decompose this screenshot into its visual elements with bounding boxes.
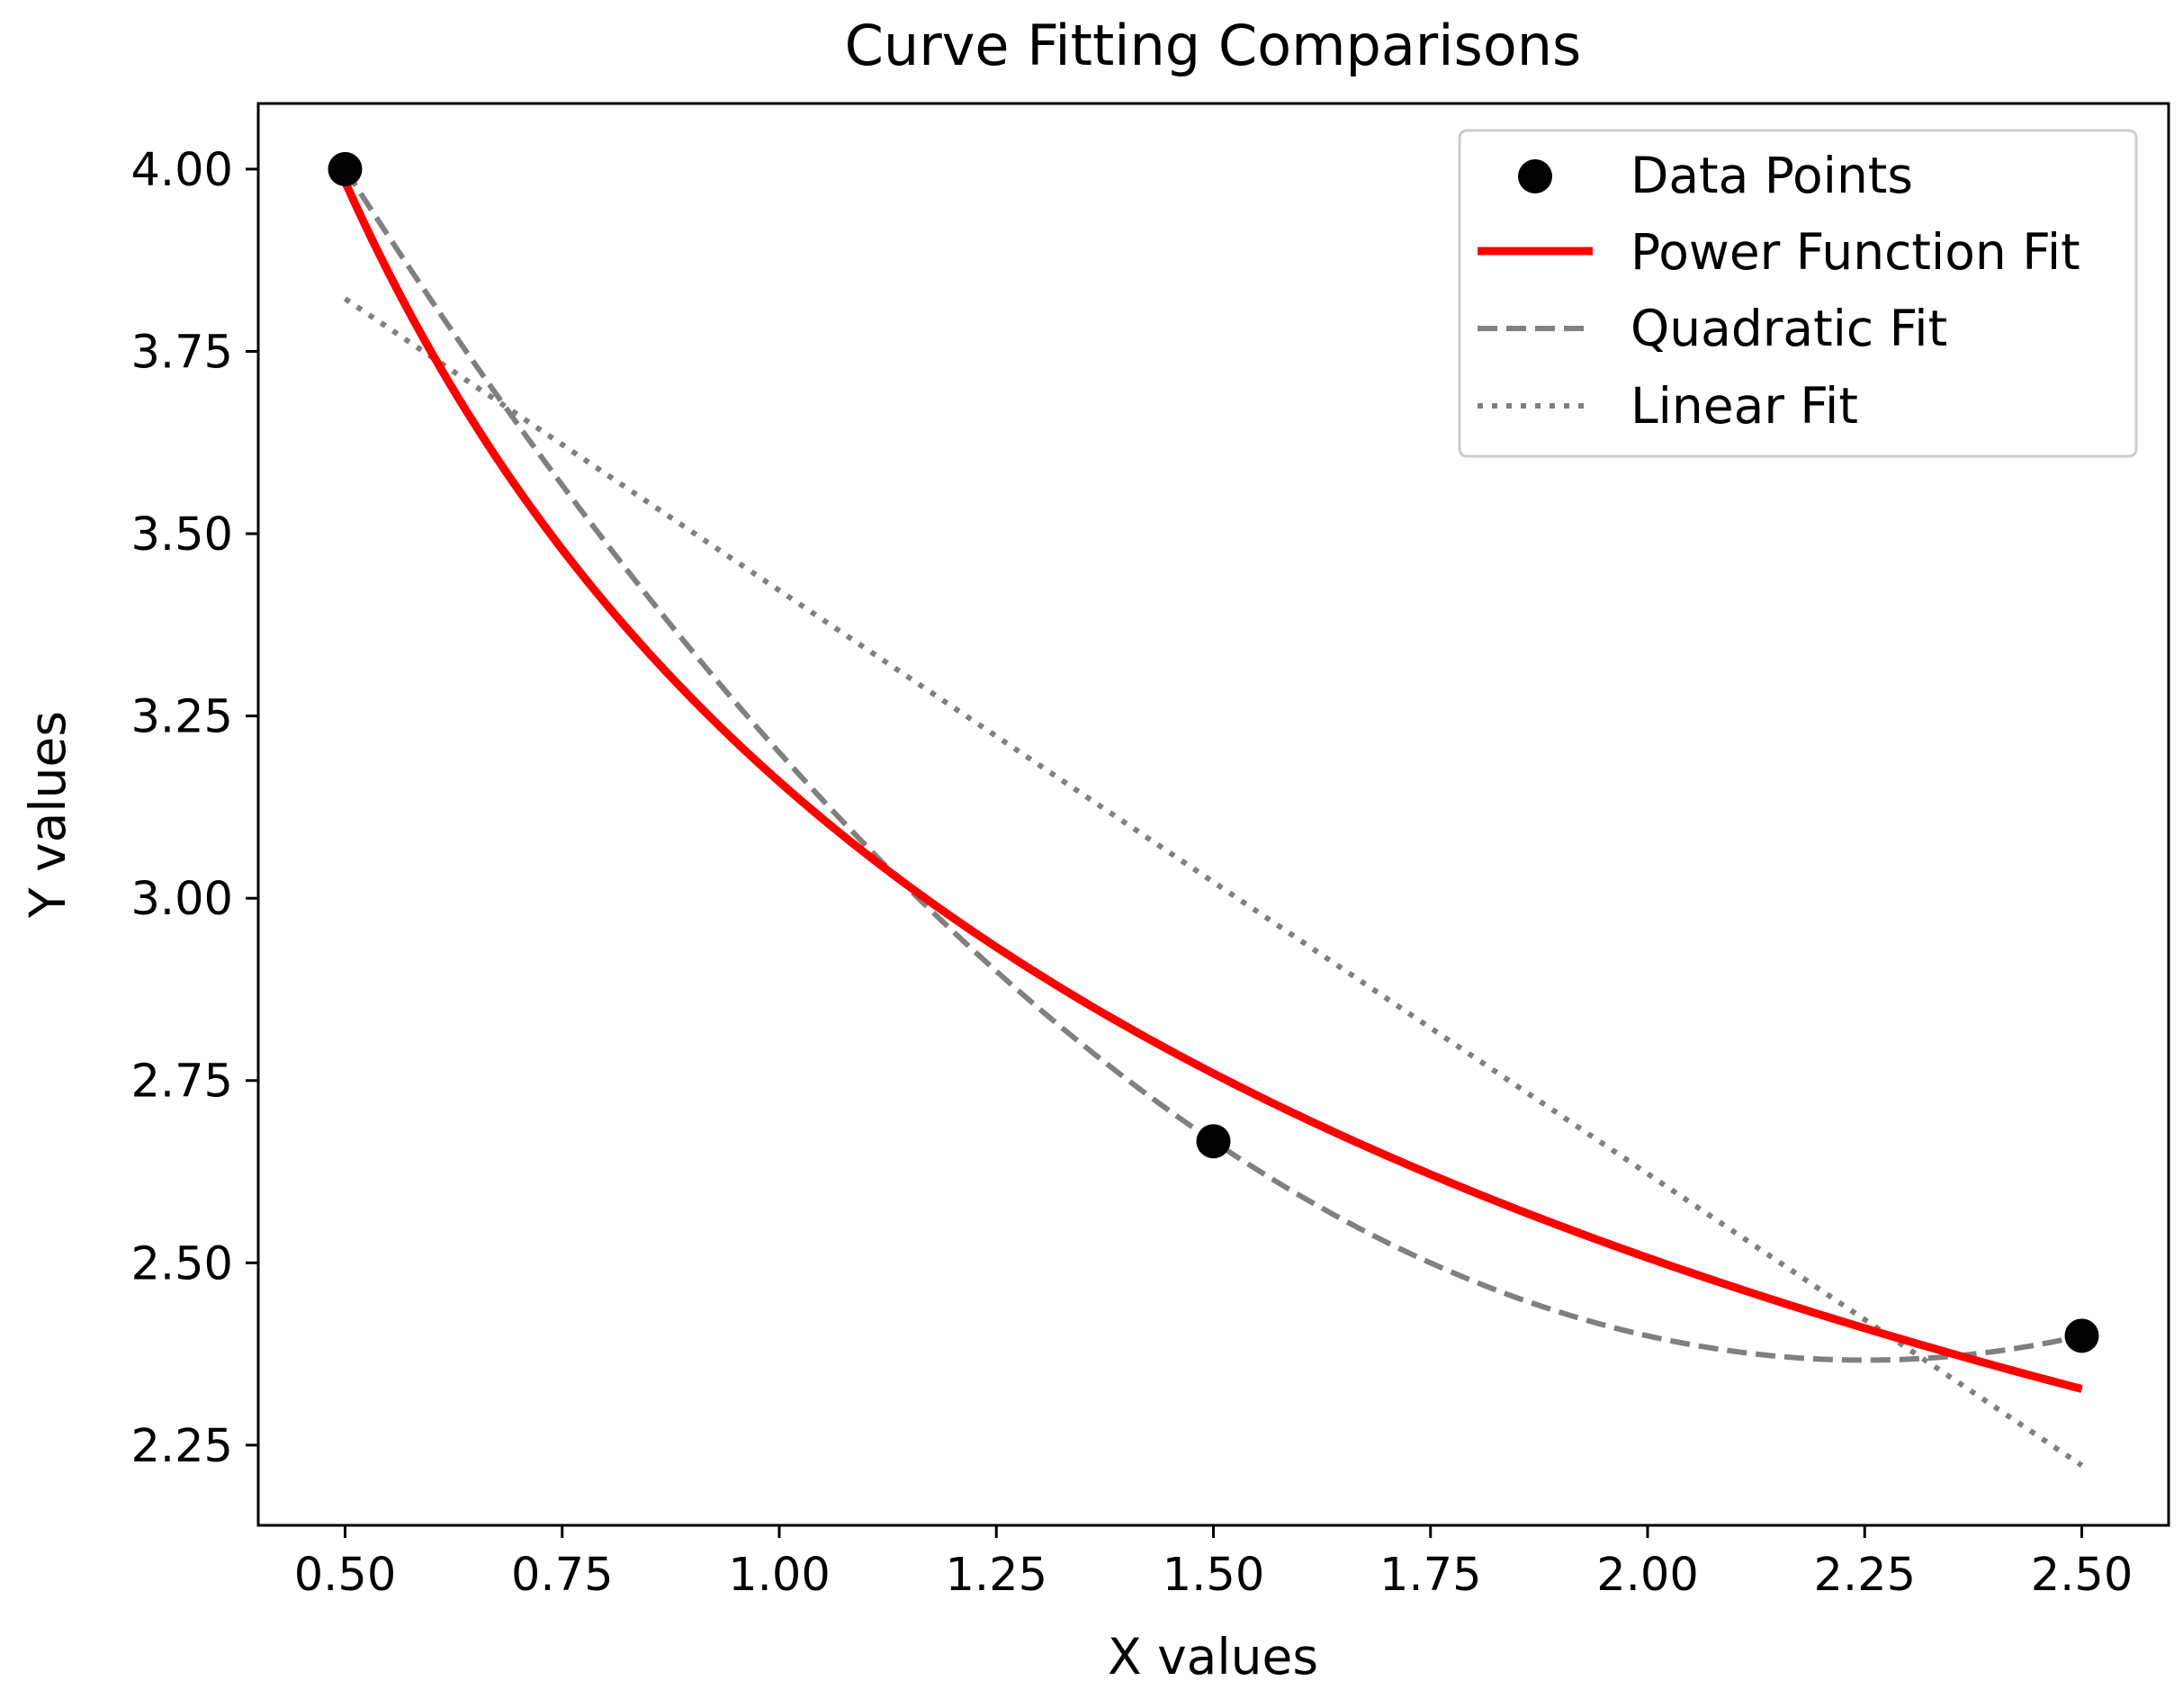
x-tick-label: 0.50 (294, 1549, 397, 1602)
data-point (328, 151, 363, 186)
x-tick-label: 1.25 (945, 1549, 1047, 1602)
y-tick-label: 3.75 (130, 326, 233, 379)
y-tick-label: 2.75 (130, 1056, 233, 1109)
x-tick-label: 2.25 (1813, 1549, 1916, 1602)
y-tick-label: 4.00 (130, 144, 233, 197)
legend: Data Points Power Function Fit Quadratic… (1458, 129, 2138, 458)
legend-box (1458, 129, 2138, 458)
chart-title: Curve Fitting Comparisons (845, 13, 1582, 78)
x-tick-label: 2.50 (2031, 1549, 2134, 1602)
legend-label-data-points: Data Points (1631, 147, 1913, 204)
legend-label-power-fit: Power Function Fit (1631, 223, 2080, 281)
y-tick-label: 3.00 (130, 873, 233, 926)
data-point (2064, 1318, 2099, 1353)
legend-marker-data-points (1518, 159, 1552, 193)
data-point (1196, 1124, 1231, 1159)
x-axis-label: X values (1108, 1628, 1318, 1686)
y-tick-label: 2.50 (130, 1237, 233, 1290)
data-points-layer (328, 151, 2099, 1353)
x-tick-label: 1.50 (1163, 1549, 1265, 1602)
x-tick-label: 1.75 (1379, 1549, 1482, 1602)
legend-label-quadratic-fit: Quadratic Fit (1631, 300, 1947, 357)
y-axis: 2.25 2.50 2.75 3.00 3.25 3.50 3.75 4.00 (130, 144, 258, 1473)
y-tick-label: 2.25 (130, 1420, 233, 1473)
series-line-linear-fit (343, 296, 2084, 1468)
x-tick-label: 0.75 (511, 1549, 614, 1602)
x-tick-label: 2.00 (1596, 1549, 1699, 1602)
y-tick-label: 3.25 (130, 691, 233, 744)
legend-label-linear-fit: Linear Fit (1631, 377, 1858, 435)
series-line-power-fit (341, 180, 2083, 1393)
x-axis: 0.50 0.75 1.00 1.25 1.50 1.75 2.00 2.25 2.50 (294, 1525, 2134, 1602)
y-axis-label: Y values (19, 711, 76, 919)
x-tick-label: 1.00 (728, 1549, 831, 1602)
y-tick-label: 3.50 (130, 508, 233, 562)
